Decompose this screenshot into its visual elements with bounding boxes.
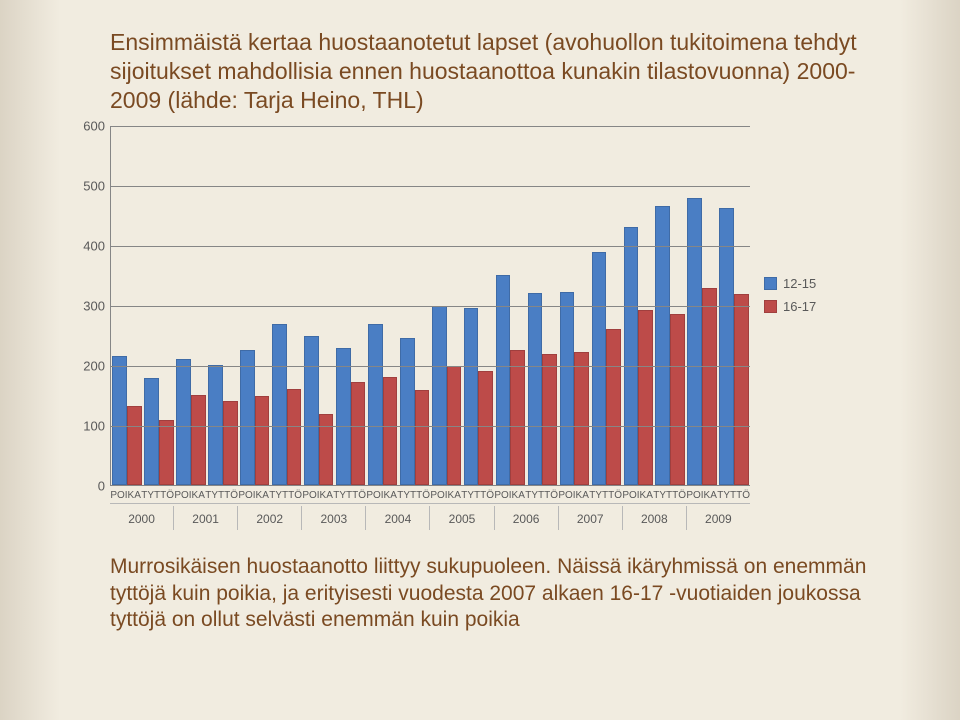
x-category-label: TYTTÖ xyxy=(397,486,430,501)
bar-segment xyxy=(240,350,255,485)
bar-segment xyxy=(432,306,447,485)
grid-line xyxy=(111,186,750,187)
bar-segment xyxy=(223,401,238,485)
legend-item-12-15: 12-15 xyxy=(764,276,816,291)
slide-content: Ensimmäistä kertaa huostaanotetut lapset… xyxy=(0,0,960,720)
chart-title: Ensimmäistä kertaa huostaanotetut lapset… xyxy=(110,28,870,114)
x-category-label: TYTTÖ xyxy=(717,486,750,501)
legend: 12-15 16-17 xyxy=(764,276,816,322)
grid-line xyxy=(111,366,750,367)
bar-segment xyxy=(400,338,415,485)
chart: 0100200300400500600 POIKATYTTÖPOIKATYTTÖ… xyxy=(110,126,750,530)
bar-segment xyxy=(655,206,670,485)
x-category-label: TYTTÖ xyxy=(461,486,494,501)
chart-area: 0100200300400500600 POIKATYTTÖPOIKATYTTÖ… xyxy=(110,126,870,530)
bar-segment xyxy=(624,227,639,485)
x-year-label: 2004 xyxy=(365,506,429,530)
bar-segment xyxy=(176,359,191,485)
chart-caption: Murrosikäisen huostaanotto liittyy sukup… xyxy=(110,554,870,633)
legend-item-16-17: 16-17 xyxy=(764,299,816,314)
x-category-label: TYTTÖ xyxy=(333,486,366,501)
bar-segment xyxy=(351,382,366,485)
bar-segment xyxy=(510,350,525,485)
bar-segment xyxy=(719,208,734,485)
bar-segment xyxy=(560,292,575,485)
grid-line xyxy=(111,126,750,127)
bar-segment xyxy=(592,252,607,485)
bar-segment xyxy=(415,390,430,485)
bar-segment xyxy=(383,377,398,485)
x-category-label: POIKA xyxy=(366,486,397,501)
x-category-label: POIKA xyxy=(110,486,141,501)
x-year-label: 2001 xyxy=(173,506,237,530)
bar-segment xyxy=(368,324,383,485)
x-year-label: 2007 xyxy=(558,506,622,530)
bar-segment xyxy=(272,324,287,485)
x-category-label: TYTTÖ xyxy=(589,486,622,501)
bar-segment xyxy=(287,389,302,485)
x-year-label: 2009 xyxy=(686,506,750,530)
bar-segment xyxy=(336,348,351,485)
bar-segment xyxy=(464,308,479,485)
legend-label: 16-17 xyxy=(783,299,816,314)
bar-segment xyxy=(734,294,749,485)
bar-segment xyxy=(159,420,174,485)
x-axis-categories: POIKATYTTÖPOIKATYTTÖPOIKATYTTÖPOIKATYTTÖ… xyxy=(110,486,750,501)
y-tick-label: 100 xyxy=(83,419,111,434)
y-tick-label: 600 xyxy=(83,119,111,134)
x-category-label: POIKA xyxy=(238,486,269,501)
x-category-label: TYTTÖ xyxy=(653,486,686,501)
legend-label: 12-15 xyxy=(783,276,816,291)
bar-segment xyxy=(191,395,206,485)
grid-line xyxy=(111,426,750,427)
y-tick-label: 300 xyxy=(83,299,111,314)
x-year-label: 2000 xyxy=(110,506,173,530)
bar-segment xyxy=(255,396,270,485)
bar-segment xyxy=(304,336,319,485)
x-category-label: POIKA xyxy=(302,486,333,501)
x-year-label: 2005 xyxy=(429,506,493,530)
legend-swatch-icon xyxy=(764,300,777,313)
bar-segment xyxy=(687,198,702,485)
bar-segment xyxy=(208,365,223,485)
x-category-label: TYTTÖ xyxy=(525,486,558,501)
bar-segment xyxy=(319,414,334,485)
x-year-label: 2006 xyxy=(494,506,558,530)
y-tick-label: 200 xyxy=(83,359,111,374)
bar-segment xyxy=(144,378,159,485)
legend-swatch-icon xyxy=(764,277,777,290)
bar-segment xyxy=(542,354,557,485)
x-category-label: POIKA xyxy=(174,486,205,501)
x-year-label: 2003 xyxy=(301,506,365,530)
y-tick-label: 0 xyxy=(98,479,111,494)
y-tick-label: 500 xyxy=(83,179,111,194)
grid-line xyxy=(111,246,750,247)
x-category-label: POIKA xyxy=(430,486,461,501)
bar-segment xyxy=(638,310,653,485)
bar-segment xyxy=(702,288,717,485)
bar-segment xyxy=(574,352,589,485)
bar-segment xyxy=(478,371,493,485)
x-category-label: POIKA xyxy=(686,486,717,501)
bar-segment xyxy=(112,356,127,485)
bar-segment xyxy=(606,329,621,485)
x-year-label: 2002 xyxy=(237,506,301,530)
x-category-label: POIKA xyxy=(494,486,525,501)
x-category-label: TYTTÖ xyxy=(205,486,238,501)
x-category-label: TYTTÖ xyxy=(269,486,302,501)
bar-segment xyxy=(528,293,543,485)
x-category-label: TYTTÖ xyxy=(141,486,174,501)
grid-line xyxy=(111,306,750,307)
x-category-label: POIKA xyxy=(558,486,589,501)
plot-area: 0100200300400500600 xyxy=(110,126,750,486)
x-axis-year-groups: 2000200120022003200420052006200720082009 xyxy=(110,504,750,530)
x-year-label: 2008 xyxy=(622,506,686,530)
y-tick-label: 400 xyxy=(83,239,111,254)
x-category-label: POIKA xyxy=(622,486,653,501)
bar-segment xyxy=(670,314,685,485)
bar-segment xyxy=(127,406,142,485)
